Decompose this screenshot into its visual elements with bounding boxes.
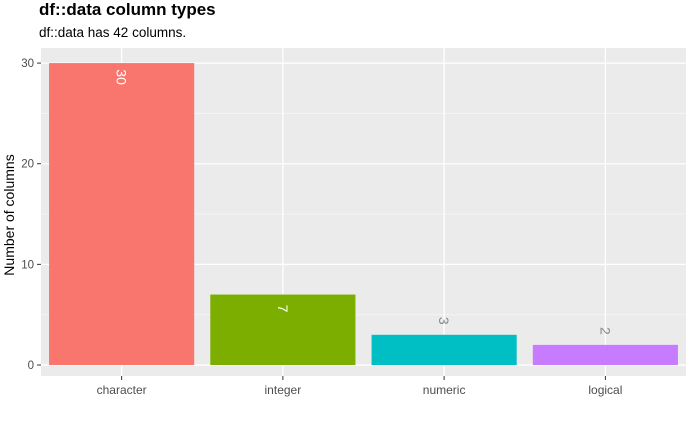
y-tick-label: 20 (21, 159, 34, 171)
bar-numeric (371, 334, 517, 365)
y-tick-label: 30 (21, 58, 34, 70)
y-tick-label: 10 (21, 259, 34, 271)
x-axis: character integer numeric logical (97, 376, 622, 397)
y-axis-title: Number of columns (1, 154, 17, 275)
bars (49, 63, 678, 365)
bar-character (49, 63, 195, 365)
y-tick-label: 0 (28, 360, 34, 372)
data-label: 7 (275, 305, 291, 313)
x-tick-label: character (97, 383, 147, 397)
bar-integer (210, 294, 356, 365)
data-label: 3 (436, 317, 452, 325)
chart-subtitle: df::data has 42 columns. (39, 25, 186, 40)
data-label: 30 (114, 69, 130, 85)
bar-logical (532, 344, 678, 365)
x-tick-label: integer (265, 383, 302, 397)
x-tick-label: numeric (423, 383, 466, 397)
y-axis: 0 10 20 30 (21, 58, 41, 372)
data-labels: 30 7 3 2 (114, 69, 614, 335)
data-label: 2 (597, 327, 613, 335)
chart-title: df::data column types (39, 0, 216, 19)
x-tick-label: logical (588, 383, 622, 397)
